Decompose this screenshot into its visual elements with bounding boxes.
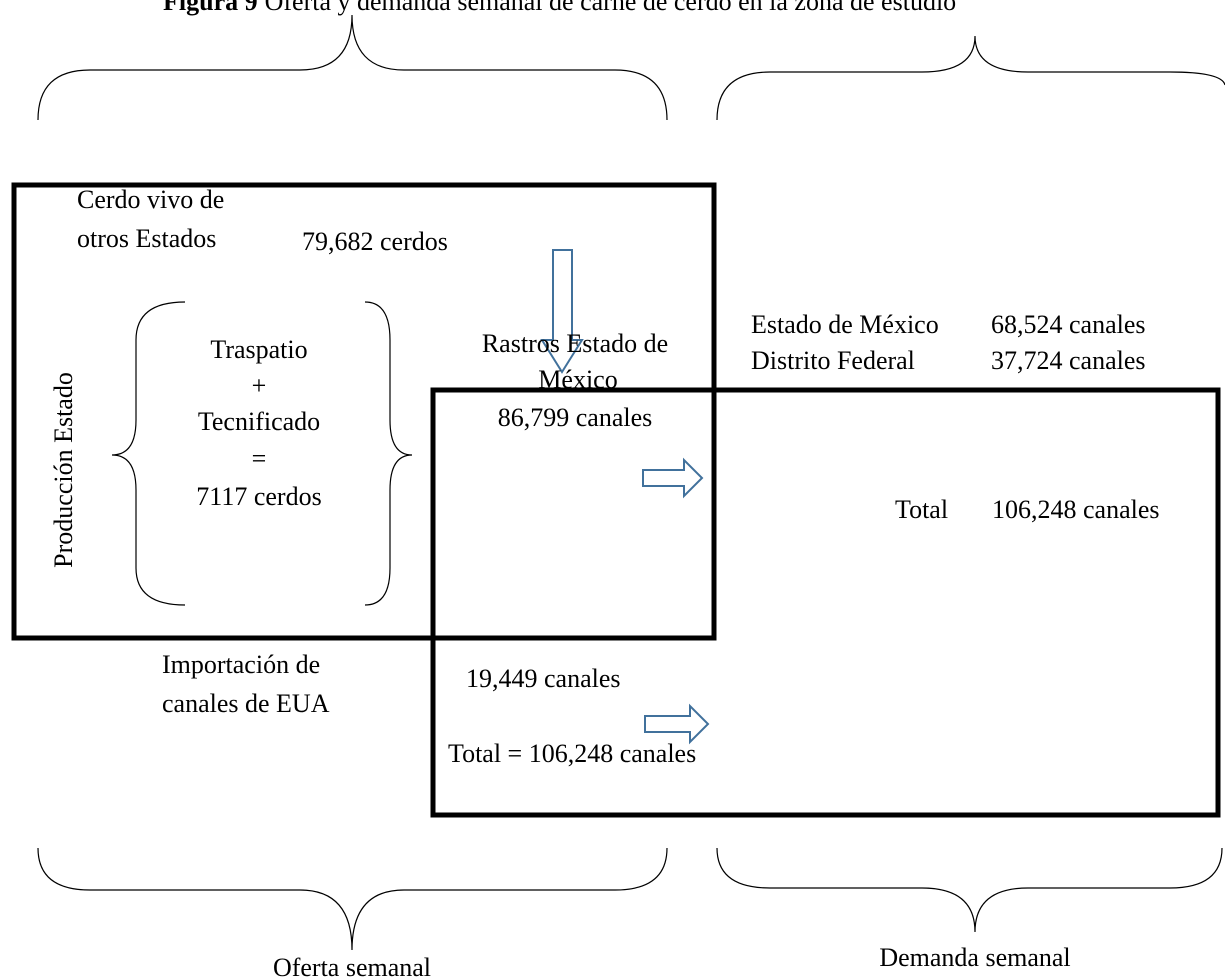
demand-total-label: Total xyxy=(895,495,948,524)
inner-right-brace xyxy=(364,301,413,606)
slaughterhouses-amount: 86,799 canales xyxy=(498,403,653,432)
live-pigs-line: Cerdo vivo de xyxy=(77,185,224,214)
top-left-brace xyxy=(37,14,668,121)
demand-box xyxy=(430,387,1221,818)
imports-line: canales de EUA xyxy=(162,689,330,718)
state-production-line: 7117 cerdos xyxy=(196,482,321,511)
demand-item-amount: 68,524 canales xyxy=(991,310,1146,339)
title-text: Oferta y demanda semanal de carne de cer… xyxy=(265,0,957,16)
state-production-line: Tecnificado xyxy=(198,407,320,436)
demand-item-amount: 37,724 canales xyxy=(991,346,1146,375)
demand-item-name: Estado de México xyxy=(751,310,939,339)
demand-caption: Demanda semanal xyxy=(879,943,1070,972)
live-pigs-amount: 79,682 cerdos xyxy=(302,227,448,256)
imports-amount: 19,449 canales xyxy=(466,664,621,693)
title-label: Figura 9 xyxy=(163,0,258,16)
bottom-left-brace xyxy=(37,847,668,951)
supply-total: Total = 106,248 canales xyxy=(448,739,696,768)
state-production-line: + xyxy=(252,371,267,400)
slaughterhouses-line: Rastros Estado de xyxy=(482,329,668,358)
slaughterhouses-line: México xyxy=(538,365,617,394)
state-production-line: = xyxy=(252,444,267,473)
inner-left-brace xyxy=(111,301,186,606)
down-arrow xyxy=(540,249,584,374)
live-pigs-line: otros Estados xyxy=(77,224,216,253)
state-production-label: Producción Estado xyxy=(49,372,78,568)
title: Figura 9 Oferta y demanda semanal de carn… xyxy=(163,0,956,16)
demand-item-name: Distrito Federal xyxy=(751,346,915,375)
state-production-line: Traspatio xyxy=(210,335,307,364)
supply-caption: Oferta semanal xyxy=(273,953,431,979)
right-arrow xyxy=(642,457,704,499)
bottom-right-brace xyxy=(716,847,1223,933)
right-arrow xyxy=(644,703,710,745)
imports-line: Importación de xyxy=(162,650,320,679)
supply-box xyxy=(11,182,717,641)
demand-total-amount: 106,248 canales xyxy=(992,495,1160,524)
top-right-brace xyxy=(716,35,1225,121)
